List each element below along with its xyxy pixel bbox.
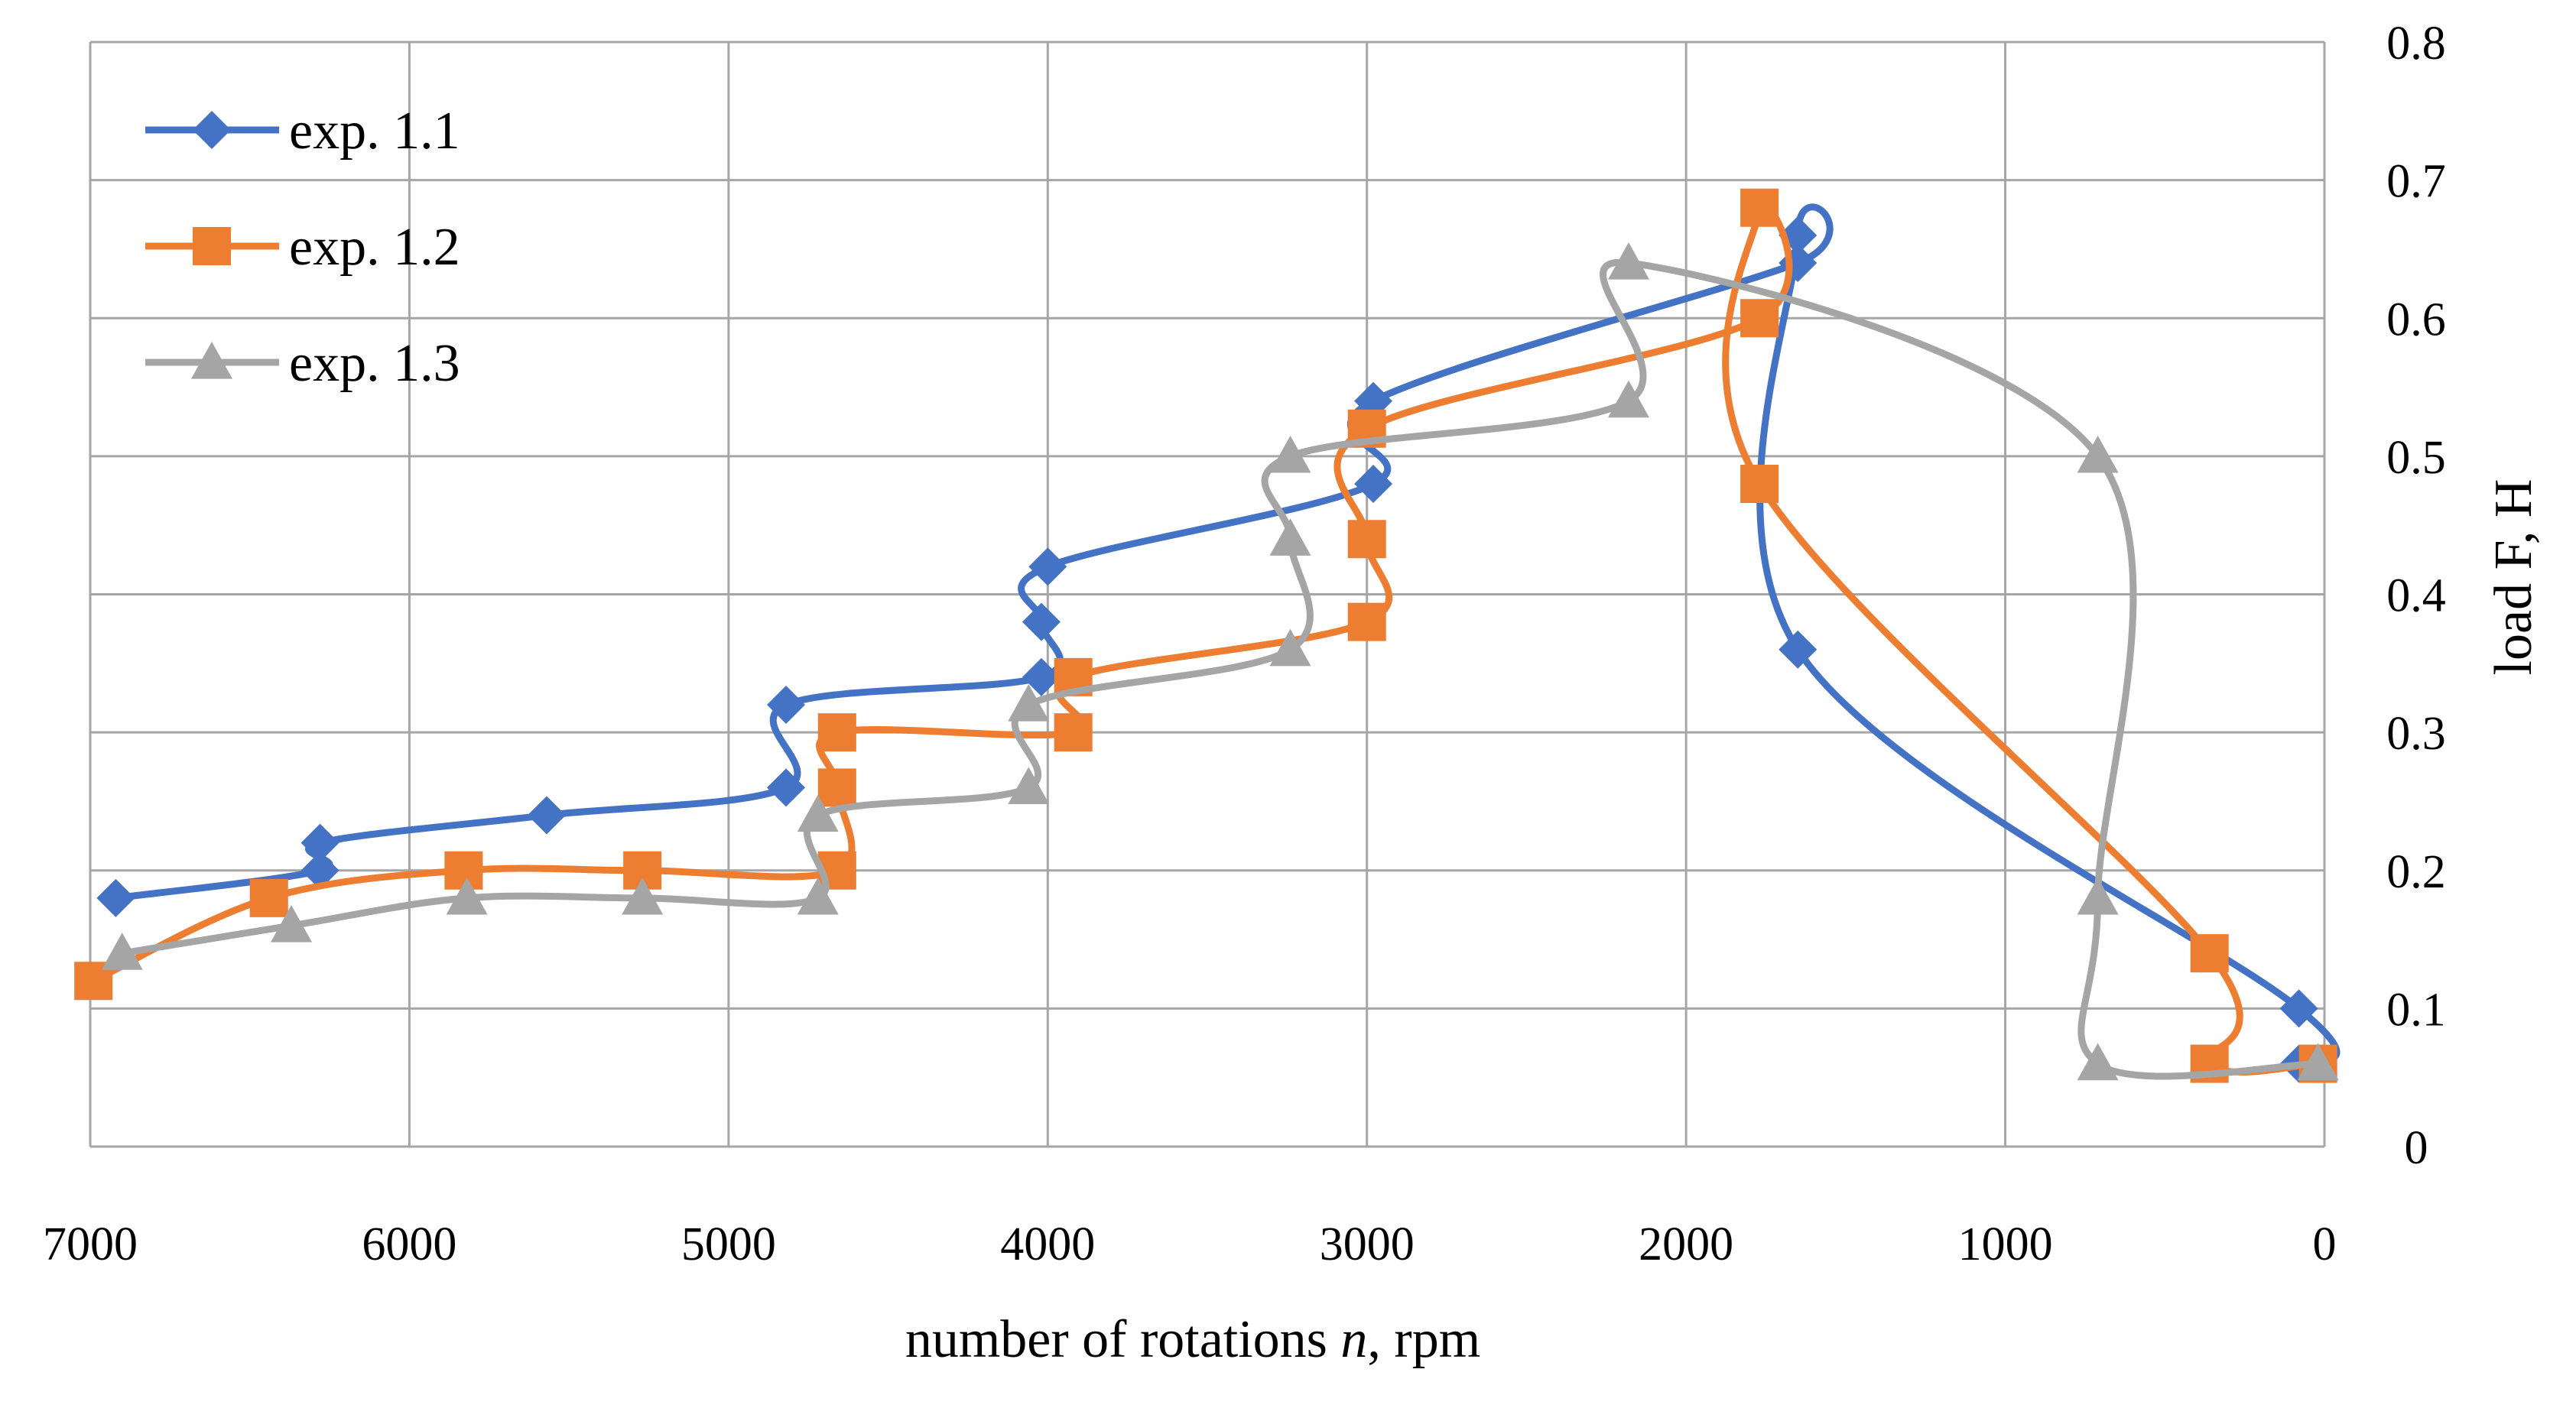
data-point-square: [1347, 602, 1386, 641]
x-tick-label: 7000: [43, 1218, 138, 1270]
data-point-triangle: [1608, 380, 1650, 418]
data-point-triangle: [1269, 628, 1311, 667]
y-tick-label: 0.1: [2386, 984, 2446, 1036]
data-point-triangle: [1008, 684, 1050, 722]
series-line: [112, 203, 2340, 1068]
data-point-triangle: [1008, 767, 1050, 804]
data-point-square: [193, 227, 231, 265]
data-point-square: [2190, 934, 2229, 973]
legend: exp. 1.1 exp. 1.2 exp. 1.3: [145, 102, 460, 393]
data-point-triangle: [2077, 877, 2119, 915]
data-point-triangle: [101, 933, 143, 970]
data-point-diamond: [527, 796, 566, 835]
data-point-diamond: [766, 768, 805, 807]
data-point-triangle: [797, 794, 839, 832]
data-point-diamond: [1028, 547, 1067, 586]
data-point-diamond: [96, 878, 135, 917]
legend-item: exp. 1.1: [145, 102, 460, 161]
data-point-diamond: [1022, 602, 1061, 641]
series-3: [101, 242, 2339, 1081]
data-point-square: [249, 878, 288, 917]
y-tick-label: 0.6: [2386, 294, 2446, 346]
y-tick-label: 0.2: [2386, 846, 2446, 898]
data-point-triangle: [446, 877, 488, 915]
data-point-triangle: [2297, 1043, 2339, 1081]
data-point-square: [1740, 188, 1779, 227]
series-2: [74, 188, 2337, 1083]
data-point-triangle: [1269, 518, 1311, 556]
series-1: [96, 203, 2340, 1083]
x-tick-label: 4000: [1000, 1218, 1095, 1270]
data-point-square: [1740, 299, 1779, 338]
tick-labels: 0 0.1 0.2 0.3 0.4 0.5 0.6 0.7 0.8 7000 6000 5000 400…: [43, 18, 2446, 1270]
y-tick-label: 0.8: [2386, 18, 2446, 70]
legend-item: exp. 1.3: [145, 334, 460, 393]
data-point-triangle: [797, 877, 839, 915]
legend-item: exp. 1.2: [145, 218, 460, 277]
data-point-diamond: [2279, 989, 2318, 1028]
data-point-square: [1347, 520, 1386, 559]
y-tick-label: 0.4: [2386, 570, 2446, 622]
data-point-triangle: [1269, 435, 1311, 473]
data-point-diamond: [300, 823, 339, 862]
x-tick-label: 1000: [1958, 1218, 2053, 1270]
y-tick-label: 0.3: [2386, 708, 2446, 760]
y-axis-title: load F, H: [2484, 479, 2543, 676]
data-point-triangle: [2077, 435, 2119, 473]
data-point-diamond: [300, 851, 339, 890]
data-point-diamond: [193, 111, 231, 149]
y-tick-label: 0: [2405, 1122, 2428, 1174]
series-layer: [74, 188, 2340, 1083]
x-tick-label: 5000: [681, 1218, 776, 1270]
data-point-square: [1740, 465, 1779, 503]
data-point-triangle: [191, 342, 232, 379]
y-tick-label: 0.7: [2386, 156, 2446, 208]
data-point-square: [817, 713, 856, 752]
data-point-square: [1054, 713, 1093, 752]
data-point-triangle: [1608, 242, 1650, 280]
legend-label: exp. 1.1: [289, 102, 460, 161]
data-point-diamond: [1779, 630, 1817, 669]
data-point-triangle: [622, 877, 664, 915]
x-tick-label: 3000: [1320, 1218, 1415, 1270]
data-point-square: [817, 768, 856, 807]
x-tick-label: 6000: [362, 1218, 456, 1270]
y-tick-label: 0.5: [2386, 432, 2446, 484]
data-point-diamond: [766, 686, 805, 724]
x-axis-title: number of rotations n, rpm: [905, 1310, 1480, 1369]
data-point-triangle: [270, 905, 312, 942]
data-point-diamond: [1022, 657, 1061, 696]
x-tick-label: 0: [2313, 1218, 2337, 1270]
data-point-diamond: [1354, 465, 1393, 503]
data-point-triangle: [2077, 1043, 2119, 1081]
x-tick-label: 2000: [1639, 1218, 1733, 1270]
legend-label: exp. 1.2: [289, 218, 460, 277]
legend-label: exp. 1.3: [289, 334, 460, 393]
